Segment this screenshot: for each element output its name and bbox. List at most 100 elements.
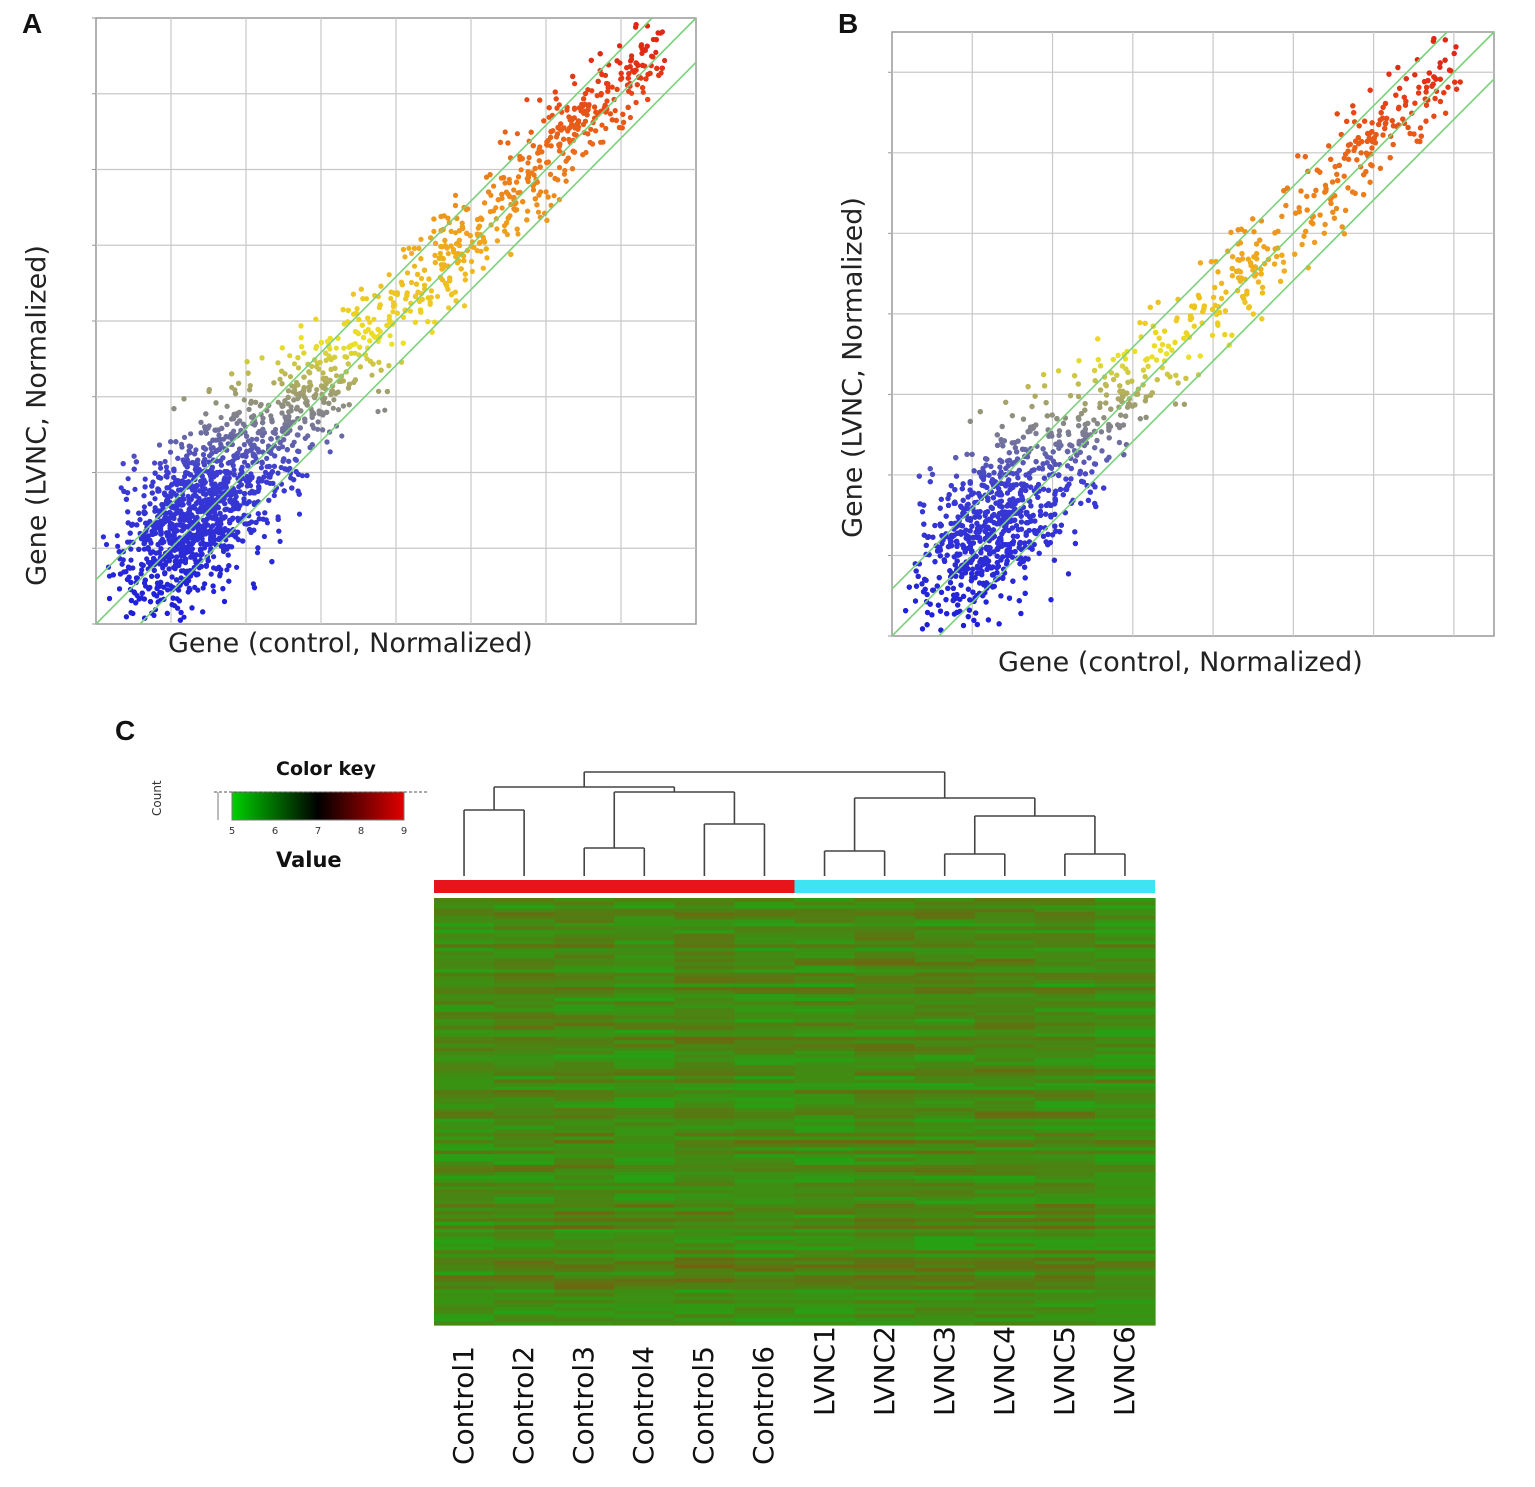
data-point [271,463,277,469]
data-point [192,556,198,563]
data-point [546,105,552,111]
data-point [544,217,550,223]
data-point [335,389,341,395]
data-point [183,556,189,562]
data-point [130,539,136,545]
data-point [164,581,170,587]
data-point [588,57,594,63]
data-point [574,121,580,127]
data-point [217,436,223,442]
data-point [199,528,205,534]
data-point [138,571,144,577]
data-point [182,537,188,543]
data-point [213,542,219,548]
data-point [964,451,970,457]
data-point [345,307,351,313]
data-point [315,426,321,432]
data-point [567,125,573,131]
data-point [161,490,168,496]
data-point [292,456,298,462]
data-point [157,522,163,528]
data-point [438,255,444,261]
data-point [282,421,288,427]
data-point [997,517,1003,523]
data-point [197,508,204,515]
data-point [266,497,272,503]
data-point [1018,526,1025,532]
data-point [155,599,161,605]
data-point [166,517,172,524]
data-point [1018,555,1024,561]
data-point [211,554,217,560]
data-point [1199,320,1205,326]
data-point [1035,494,1041,500]
data-point [201,445,207,451]
data-point [202,581,208,587]
data-point [1143,394,1149,400]
data-point [100,534,106,540]
data-point [1006,551,1012,557]
data-point [217,469,223,475]
data-point [952,487,958,493]
data-point [155,521,162,527]
data-point [149,483,155,489]
data-point [318,339,324,346]
data-point [219,514,225,520]
data-point [1041,475,1047,481]
data-point [388,289,394,295]
data-point [161,584,167,590]
data-point [347,344,353,350]
data-point [180,492,186,498]
data-point [271,443,277,449]
data-point [1155,299,1161,305]
data-point [579,101,585,107]
data-point [998,480,1004,486]
data-point [196,508,202,514]
data-point [949,570,955,576]
data-point [449,291,455,297]
data-point [186,448,192,454]
data-point [1063,476,1069,482]
data-point [177,522,183,528]
data-point [1083,439,1089,445]
data-point [224,421,230,428]
data-point [346,402,352,408]
data-point [178,496,184,503]
data-point [237,472,243,478]
data-point [1358,164,1364,170]
data-point [158,579,164,586]
data-point [198,528,204,534]
data-point [191,477,197,483]
data-point [1248,262,1254,268]
data-point [445,215,451,221]
data-point [550,128,556,134]
data-point [145,546,151,552]
data-point [189,512,195,518]
data-point [184,464,190,470]
data-point [252,490,258,496]
data-point [580,152,586,158]
data-point [253,519,259,526]
data-point [1235,227,1241,233]
data-point [1350,189,1356,195]
data-point [231,413,237,419]
data-point [411,263,418,269]
data-point [279,402,285,408]
data-point [1000,509,1006,516]
data-point [474,248,480,254]
data-point [152,530,158,536]
data-point [359,322,365,328]
data-point [480,265,486,271]
data-point [984,566,990,573]
data-point [294,432,300,438]
data-point [563,178,569,184]
data-point [487,209,493,215]
data-point [1010,471,1016,477]
data-point [199,473,205,479]
data-point [276,445,282,451]
data-point [279,381,285,387]
data-point [1248,260,1254,266]
data-point [1098,387,1104,393]
data-point [605,88,611,94]
data-point [528,129,534,135]
